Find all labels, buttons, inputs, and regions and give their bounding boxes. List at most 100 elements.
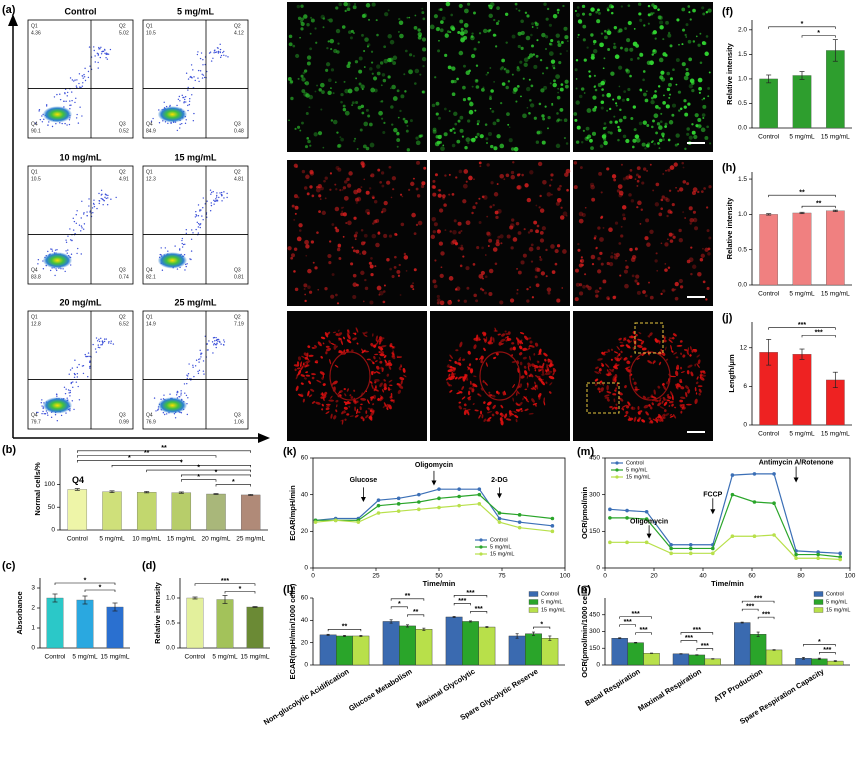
event (226, 192, 228, 195)
mito (326, 331, 331, 336)
event (41, 399, 43, 401)
cell (479, 165, 482, 168)
cell (476, 79, 478, 82)
cell (674, 143, 678, 147)
event (101, 51, 103, 53)
cell (590, 184, 595, 190)
cell (375, 242, 380, 248)
mito (383, 383, 387, 388)
cell (557, 187, 561, 191)
event (88, 205, 90, 207)
mito (543, 400, 546, 406)
cell (353, 139, 356, 143)
x-tick-label: 40 (699, 573, 707, 580)
mito (488, 391, 491, 394)
mito (552, 367, 557, 372)
cell (592, 95, 597, 100)
cell (500, 242, 503, 245)
cell (520, 260, 525, 265)
cell (691, 123, 694, 126)
event (181, 94, 183, 97)
mito (680, 410, 683, 414)
mito (473, 375, 477, 378)
bar (76, 599, 94, 649)
cell (320, 82, 325, 88)
mito (616, 382, 619, 387)
series-point (457, 503, 461, 508)
mito (311, 401, 316, 404)
mito (382, 389, 385, 393)
quadrant-value: 10.5 (31, 176, 41, 182)
event (197, 77, 199, 79)
event (199, 224, 201, 226)
cell (473, 293, 477, 298)
cell (351, 104, 354, 106)
cell (371, 61, 374, 64)
event (163, 101, 165, 103)
mito (604, 394, 610, 397)
cell (662, 52, 667, 57)
cell (338, 257, 342, 260)
mito (311, 376, 315, 380)
series-point (497, 511, 502, 515)
mito (635, 334, 638, 337)
significance-label: * (818, 639, 821, 646)
mito (679, 380, 683, 383)
cell (563, 26, 568, 31)
mito (519, 383, 523, 388)
event (200, 356, 202, 358)
cell (419, 73, 422, 76)
cell (588, 74, 592, 78)
legend-swatch (528, 591, 539, 597)
mito (446, 381, 450, 387)
series-point (517, 513, 522, 517)
legend-label: 5 mg/mL (626, 467, 647, 473)
quadrant-name: Q3 (234, 412, 241, 418)
bar (792, 75, 812, 129)
cell (478, 161, 482, 165)
event (197, 204, 200, 206)
cell (554, 249, 559, 254)
cell (453, 128, 456, 131)
y-tick-label: 12 (740, 344, 748, 351)
cell (360, 229, 364, 232)
event (54, 274, 56, 277)
x-tick-label: 5 mg/mL (212, 654, 238, 661)
mito (369, 381, 373, 384)
mito (497, 333, 501, 336)
cell (330, 294, 335, 299)
event (45, 104, 48, 106)
cell (306, 55, 312, 60)
x-tick-label: Control (758, 431, 780, 438)
cell (449, 230, 452, 233)
event (115, 196, 117, 199)
annotation: FCCP (703, 492, 722, 499)
cell (575, 12, 581, 18)
cell (362, 144, 367, 149)
mito (463, 403, 467, 407)
cell (309, 171, 315, 176)
event (82, 82, 84, 84)
mito (538, 348, 542, 355)
event (76, 113, 78, 116)
cell (654, 37, 657, 40)
cell (485, 73, 488, 76)
cell (399, 193, 403, 196)
mito (544, 358, 547, 362)
cell (370, 256, 373, 260)
x-tick-label: 60 (748, 573, 756, 580)
cell (647, 22, 650, 25)
event (64, 392, 67, 395)
mito (297, 393, 304, 397)
event (51, 250, 54, 252)
mito (637, 412, 641, 415)
significance-bracket (619, 616, 652, 619)
event (65, 388, 67, 390)
event (72, 229, 75, 231)
cell (463, 299, 467, 303)
cell (314, 27, 317, 30)
significance-bracket (757, 616, 775, 620)
series-point (376, 498, 381, 502)
cell (652, 12, 655, 15)
cell (629, 247, 633, 252)
